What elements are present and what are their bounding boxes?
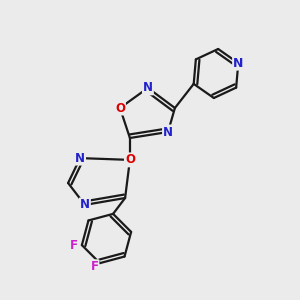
Text: N: N bbox=[143, 81, 153, 94]
Text: O: O bbox=[125, 153, 135, 167]
Text: N: N bbox=[75, 152, 85, 165]
Text: O: O bbox=[115, 101, 125, 115]
Text: N: N bbox=[163, 125, 173, 139]
Text: F: F bbox=[91, 260, 98, 273]
Text: N: N bbox=[80, 198, 90, 212]
Text: N: N bbox=[233, 57, 244, 70]
Text: F: F bbox=[70, 238, 78, 252]
